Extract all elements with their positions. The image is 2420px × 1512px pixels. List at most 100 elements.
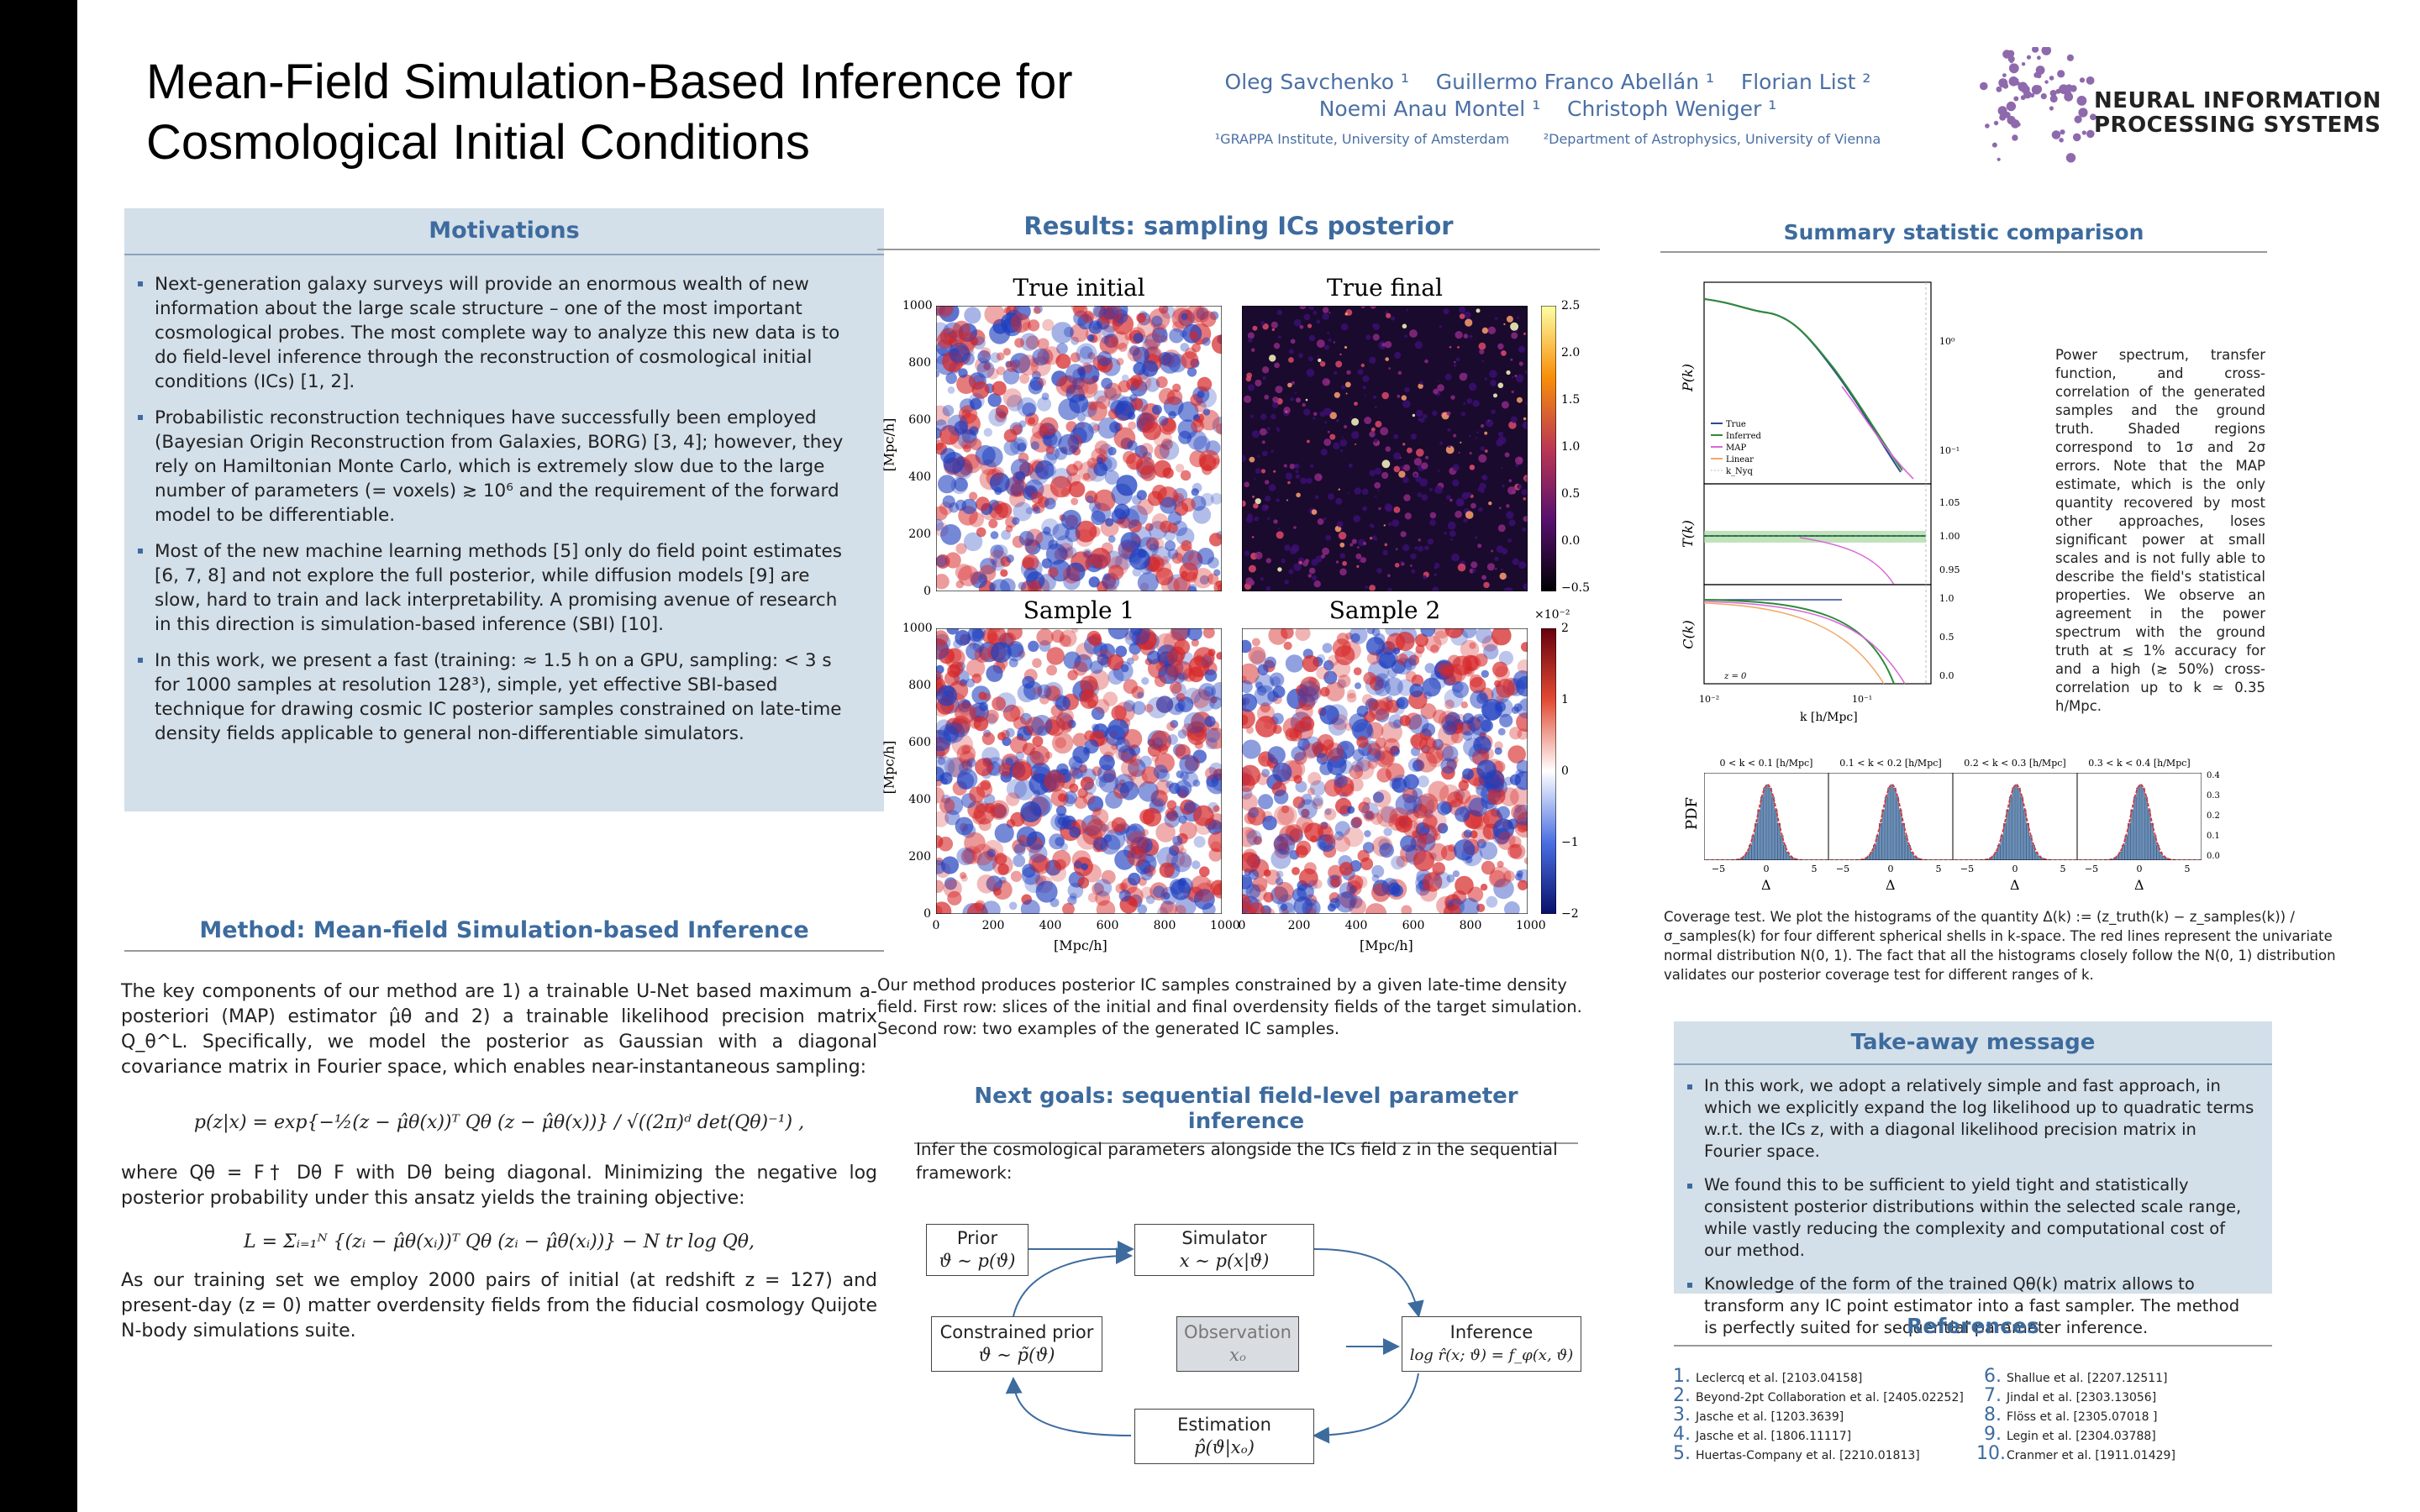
reference-text: Beyond-2pt Collaboration et al. [2405.02… xyxy=(1696,1391,1964,1404)
hist-x-tick: 5 xyxy=(2060,864,2066,874)
results-xlabel-right: [Mpc/h] xyxy=(1360,937,1413,953)
reference-item: 5. Huertas-Company et al. [2210.01813] xyxy=(1665,1443,1920,1464)
x-tick-label: 800 xyxy=(1153,919,1176,932)
hist-bar xyxy=(2003,823,2007,860)
motivation-bullet: In this work, we present a fast (trainin… xyxy=(136,648,859,746)
method-heading: Method: Mean-field Simulation-based Infe… xyxy=(124,917,884,952)
y-tick-label: 200 xyxy=(908,528,931,541)
hist-bar xyxy=(2014,784,2018,860)
coverage-histograms: PDF 0 < k < 0.1 [h/Mpc] −5 0 5 Δ 0.1 < k < 0.… xyxy=(1683,754,2292,893)
poster-title: Mean-Field Simulation-Based Inference fo… xyxy=(146,52,1171,173)
hist-x-tick: 0 xyxy=(2012,864,2018,874)
coverage-histogram xyxy=(2077,773,2202,860)
pk-legend: True Inferred MAP Linear k_Nyq xyxy=(1711,420,1761,476)
motivation-bullet: Next-generation galaxy surveys will prov… xyxy=(136,272,859,394)
field-true-initial xyxy=(936,306,1222,591)
hist-x-tick: 5 xyxy=(1811,864,1818,874)
y-tick-label: 800 xyxy=(908,679,931,692)
reference-number: 8. xyxy=(1984,1404,2002,1425)
hist-x-tick: 0 xyxy=(1763,864,1770,874)
hist-bar xyxy=(1887,787,1891,860)
hist-bar xyxy=(1760,796,1764,860)
takeaway-list: In this work, we adopt a relatively simp… xyxy=(1686,1075,2257,1351)
reference-item: 3. Jasche et al. [1203.3639] xyxy=(1665,1404,1844,1425)
reference-number: 1. xyxy=(1673,1366,1691,1387)
hist-bar xyxy=(1771,796,1776,860)
hist-y-tick: 0.3 xyxy=(2207,791,2220,801)
panel-title-sample-1: Sample 1 xyxy=(1023,596,1135,624)
takeaway-bullet: We found this to be sufficient to yield … xyxy=(1686,1174,2257,1262)
node-constrained-formula: ϑ ∼ p̃(ϑ) xyxy=(978,1345,1055,1365)
colorbar-diverging xyxy=(1541,628,1556,914)
coverage-histogram xyxy=(1704,773,1828,860)
colorbar-bottom-tick: 0 xyxy=(1561,764,1569,778)
hist-xlabel: Δ xyxy=(1761,877,1771,893)
authors-line-1: Oleg Savchenko ¹ Guillermo Franco Abellá… xyxy=(1224,70,1871,94)
reference-item: 4. Jasche et al. [1806.11117] xyxy=(1665,1424,1851,1445)
y-tick-label: 1000 xyxy=(902,299,933,312)
hist-y-tick: 0.2 xyxy=(2207,811,2220,821)
field-sample-1 xyxy=(936,628,1222,914)
x-tick-label: 600 xyxy=(1096,919,1119,932)
colorbar-bottom-tick: −2 xyxy=(1561,907,1579,921)
node-observation-formula: xₒ xyxy=(1229,1345,1246,1365)
hist-bar xyxy=(1896,796,1900,860)
ylabel-tk: T(k) xyxy=(1679,520,1696,548)
reference-item: 8. Flöss et al. [2305.07018 ] xyxy=(1976,1404,2157,1425)
title-line-2: Cosmological Initial Conditions xyxy=(146,115,810,170)
hist-bar xyxy=(2148,809,2151,860)
coverage-caption: Coverage test. We plot the histograms of… xyxy=(1664,909,2336,983)
x-tick-label: 600 xyxy=(1402,919,1425,932)
reference-text: Huertas-Company et al. [2210.01813] xyxy=(1696,1449,1920,1462)
sequential-diagram: Prior ϑ ∼ p(ϑ) Simulator x ∼ p(x|ϑ) Cons… xyxy=(914,1222,1586,1466)
node-inference-formula: log r̂(x; ϑ) = f_φ(x, ϑ) xyxy=(1409,1347,1574,1364)
y-tick-label: 0 xyxy=(923,585,931,598)
x-tick-label: 200 xyxy=(981,919,1005,932)
authors: Oleg Savchenko ¹ Guillermo Franco Abellá… xyxy=(1170,69,1926,123)
method-equation-posterior: p(z|x) = exp{−½(z − μ̂θ(x))ᵀ Qθ (z − μ̂θ… xyxy=(193,1112,805,1133)
x-tick-label: 0 xyxy=(932,919,940,932)
poster-sheet: Mean-Field Simulation-Based Inference fo… xyxy=(77,0,2420,1512)
hist-bar xyxy=(2136,787,2139,860)
results-ylabel-top: [Mpc/h] xyxy=(881,417,897,472)
colorbar-exponent: ×10⁻² xyxy=(1534,608,1570,622)
reference-text: Leclercq et al. [2103.04158] xyxy=(1696,1372,1863,1385)
node-prior: Prior ϑ ∼ p(ϑ) xyxy=(926,1224,1028,1276)
node-constrained-prior: Constrained prior ϑ ∼ p̃(ϑ) xyxy=(931,1316,1102,1372)
y-tick-label: 400 xyxy=(908,470,931,484)
method-paragraph-3: As our training set we employ 2000 pairs… xyxy=(121,1270,877,1341)
xtick-1: 10⁻² xyxy=(1699,694,1720,705)
hist-bar xyxy=(1867,855,1870,860)
hist-bar xyxy=(2122,844,2125,860)
ylabel-ck: C(k) xyxy=(1680,620,1697,649)
hist-bar xyxy=(1991,855,1995,860)
legend-true: True xyxy=(1726,420,1746,429)
takeaway-bullet: In this work, we adopt a relatively simp… xyxy=(1686,1075,2257,1163)
legend-inferred: Inferred xyxy=(1726,432,1761,441)
summary-heading: Summary statistic comparison xyxy=(1660,220,2267,253)
hist-bar xyxy=(1879,823,1882,860)
hist-bar xyxy=(1890,784,1894,860)
xtick-2: 10⁻¹ xyxy=(1852,694,1873,705)
colorbar-inferno xyxy=(1541,306,1556,591)
ctick-2: 0.5 xyxy=(1939,632,1954,643)
node-simulator-label: Simulator xyxy=(1181,1228,1267,1248)
reference-text: Cranmer et al. [1911.01429] xyxy=(2007,1449,2175,1462)
reference-number: 9. xyxy=(1984,1424,2002,1445)
hist-bar xyxy=(1769,787,1772,860)
panel-title-true-final: True final xyxy=(1327,274,1443,302)
motivation-bullet: Most of the new machine learning methods… xyxy=(136,539,859,637)
authors-line-2: Noemi Anau Montel ¹ Christoph Weniger ¹ xyxy=(1318,97,1777,121)
summary-side-text: Power spectrum, transfer function, and c… xyxy=(2055,347,2265,714)
hist-bar xyxy=(1884,796,1888,860)
hist-bar xyxy=(1749,844,1752,860)
hist-title: 0.1 < k < 0.2 [h/Mpc] xyxy=(1839,758,1942,769)
takeaway-section: Take-away message In this work, we adopt… xyxy=(1674,1021,2272,1337)
z-label: z = 0 xyxy=(1724,672,1747,681)
field-sample-2 xyxy=(1242,628,1528,914)
reference-number: 5. xyxy=(1673,1443,1691,1464)
hist-x-tick: −5 xyxy=(2084,864,2099,874)
hist-bar xyxy=(2133,796,2137,860)
reference-item: 10.Cranmer et al. [1911.01429] xyxy=(1976,1443,2175,1464)
